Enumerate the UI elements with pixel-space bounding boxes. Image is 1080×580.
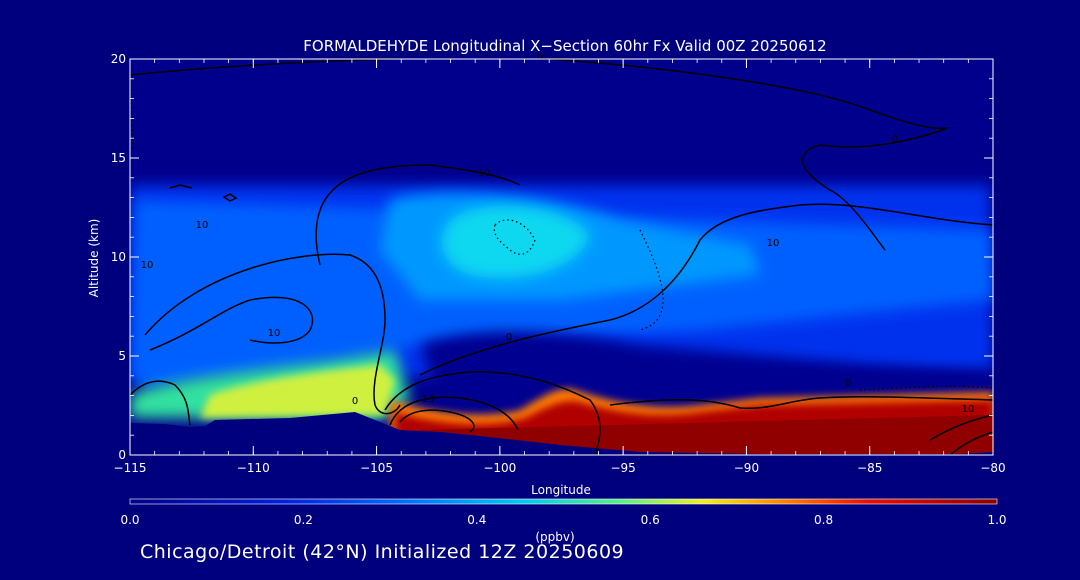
contour-line xyxy=(609,395,993,410)
dotted-contours xyxy=(130,79,993,391)
colorbar-tick-label: 0.4 xyxy=(467,513,486,527)
x-tick-label: −105 xyxy=(360,461,393,475)
contour-line-negative xyxy=(639,229,664,331)
contour-line xyxy=(384,371,601,455)
footer-caption: Chicago/Detroit (42°N) Initialized 12Z 2… xyxy=(140,541,625,563)
contour-line xyxy=(222,193,238,202)
x-tick-label: −85 xyxy=(857,461,882,475)
field-east-darkred xyxy=(420,415,993,455)
x-tick-label: −90 xyxy=(734,461,759,475)
contour-label-layer: 10 10 10 10 0 0 0 10 0 10 0 10 xyxy=(141,52,975,415)
contour-line xyxy=(801,127,949,251)
contour-line xyxy=(949,431,993,455)
x-tick-label: −95 xyxy=(610,461,635,475)
x-tick-label: −100 xyxy=(483,461,516,475)
colorbar-gradient xyxy=(130,499,997,504)
x-tick-label: −80 xyxy=(980,461,1005,475)
contour-line-negative xyxy=(493,219,536,255)
contour-label: 0 xyxy=(506,332,512,343)
colorbar-tick-label: 0.0 xyxy=(120,513,139,527)
y-axis-label: Altitude (km) xyxy=(87,219,101,298)
colorbar-tick-label: 0.6 xyxy=(641,513,660,527)
contour-label: 0 xyxy=(352,396,358,407)
contour-line xyxy=(130,380,191,426)
contour-label: 0 xyxy=(537,52,543,63)
y-tick-label: 5 xyxy=(118,349,126,363)
contour-lines xyxy=(130,59,993,455)
colorbar: 0.0 0.2 0.4 0.6 0.8 1.0 (ppbv) xyxy=(120,498,1007,544)
contour-line xyxy=(149,296,314,351)
chart-title: FORMALDEHYDE Longitudinal X−Section 60hr… xyxy=(303,37,826,55)
contour-label: 10 xyxy=(141,260,154,271)
y-tick-label: 15 xyxy=(111,151,126,165)
contour-line xyxy=(929,414,993,441)
contour-line xyxy=(130,59,949,130)
contour-line xyxy=(144,253,401,415)
contour-label: 0 xyxy=(845,378,851,389)
colorbar-tick-label: 0.2 xyxy=(294,513,313,527)
contour-label: 10 xyxy=(767,238,780,249)
x-tick-label: −110 xyxy=(237,461,270,475)
contour-label: 0 xyxy=(892,134,898,145)
x-axis-label: Longitude xyxy=(531,483,591,497)
y-tick-label: 20 xyxy=(111,52,126,66)
contour-line xyxy=(315,164,521,266)
contour-line xyxy=(389,396,519,431)
y-tick-label: 0 xyxy=(118,448,126,462)
contour-line xyxy=(399,409,475,433)
terrain-mask xyxy=(130,412,993,455)
field-plume-core xyxy=(441,205,590,279)
contour-label: 10 xyxy=(422,394,435,405)
colorbar-tick-label: 1.0 xyxy=(987,513,1006,527)
colorbar-label: (ppbv) xyxy=(535,530,574,544)
colorbar-tick-label: 0.8 xyxy=(814,513,833,527)
field-west-yellow xyxy=(200,365,395,418)
plot-area xyxy=(130,59,993,455)
colorbar-frame xyxy=(129,498,998,505)
x-tick-label: −115 xyxy=(114,461,147,475)
y-tick-label: 10 xyxy=(111,250,126,264)
contour-label: 10 xyxy=(196,220,209,231)
contour-line xyxy=(169,184,193,189)
contour-label: 10 xyxy=(478,168,491,179)
colorbar-ticks: 0.0 0.2 0.4 0.6 0.8 1.0 xyxy=(120,513,1006,527)
contour-line-negative xyxy=(859,385,993,391)
tick-layer: −115 −110 −105 −100 −95 −90 −85 −80 0 5 10 15 20 xyxy=(111,52,1006,475)
contour-line xyxy=(419,203,993,376)
contour-label: 10 xyxy=(268,328,281,339)
contour-label: 10 xyxy=(962,404,975,415)
concentration-field xyxy=(130,185,993,455)
